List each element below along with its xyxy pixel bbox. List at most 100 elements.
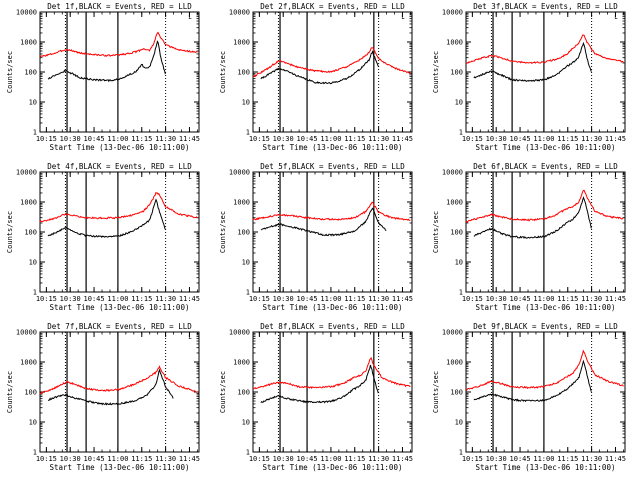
y-tick-label: 10 — [242, 99, 250, 107]
y-tick-label: 100 — [450, 69, 463, 77]
series-line-lld — [465, 189, 624, 223]
x-tick-label: 10:30 — [486, 295, 507, 303]
y-axis-label: Counts/sec — [6, 211, 14, 253]
y-tick-label: 10000 — [16, 169, 37, 177]
series-line-lld — [39, 365, 198, 395]
x-tick-label: 11:45 — [605, 455, 626, 463]
y-tick-label: 10 — [242, 419, 250, 427]
x-tick-label: 10:15 — [249, 295, 270, 303]
y-tick-label: 10000 — [16, 329, 37, 337]
series-line-lld — [252, 47, 411, 78]
corner-mark: └ — [400, 174, 405, 183]
panel-title: Det 2f,BLACK = Events, RED = LLD — [260, 2, 405, 11]
series-line-events — [260, 364, 379, 404]
y-tick-label: 100 — [237, 389, 250, 397]
x-tick-label: 11:15 — [131, 295, 152, 303]
x-tick-label: 11:15 — [344, 455, 365, 463]
y-axis-label: Counts/sec — [6, 371, 14, 413]
x-tick-label: 11:30 — [581, 135, 602, 143]
x-tick-label: 11:00 — [533, 295, 554, 303]
series-line-lld — [252, 356, 411, 390]
corner-mark: └ — [187, 14, 192, 23]
y-axis-label: Counts/sec — [432, 51, 440, 93]
x-tick-label: 10:15 — [462, 135, 483, 143]
panel-2: Det 2f,BLACK = Events, RED = LLD 1 10 100 10… — [219, 2, 413, 152]
x-tick-label: 11:00 — [107, 295, 128, 303]
corner-mark: └ — [400, 334, 405, 343]
series-line-events — [47, 40, 166, 83]
x-tick-label: 11:15 — [557, 455, 578, 463]
x-tick-label: 10:45 — [510, 135, 531, 143]
x-tick-label: 11:45 — [605, 135, 626, 143]
x-tick-label: 11:45 — [392, 455, 413, 463]
x-tick-label: 10:15 — [36, 135, 57, 143]
x-tick-label: 11:45 — [605, 295, 626, 303]
series-line-events — [47, 198, 166, 238]
series-line-events — [260, 207, 387, 237]
x-tick-label: 11:15 — [131, 135, 152, 143]
y-tick-label: 10000 — [16, 9, 37, 17]
x-tick-label: 11:30 — [581, 455, 602, 463]
y-axis-label: Counts/sec — [432, 371, 440, 413]
y-tick-label: 100 — [24, 389, 37, 397]
x-axis-label: Start Time (13-Dec-06 10:11:00) — [476, 463, 616, 472]
y-tick-label: 1000 — [20, 39, 37, 47]
series-line-events — [47, 368, 174, 406]
x-axis-label: Start Time (13-Dec-06 10:11:00) — [476, 143, 616, 152]
y-axis-label: Counts/sec — [6, 51, 14, 93]
x-tick-label: 10:45 — [510, 455, 531, 463]
y-tick-label: 1000 — [446, 359, 463, 367]
panel-3: Det 3f,BLACK = Events, RED = LLD 1 10 100 10… — [432, 2, 626, 152]
x-tick-label: 10:45 — [84, 455, 105, 463]
x-tick-label: 11:00 — [107, 135, 128, 143]
y-tick-label: 10 — [29, 99, 37, 107]
x-tick-label: 10:30 — [60, 295, 81, 303]
series-line-lld — [39, 191, 198, 223]
x-tick-label: 10:30 — [60, 135, 81, 143]
series-line-lld — [252, 201, 411, 222]
panel-title: Det 5f,BLACK = Events, RED = LLD — [260, 162, 405, 171]
x-axis-label: Start Time (13-Dec-06 10:11:00) — [263, 463, 403, 472]
y-tick-label: 1 — [246, 449, 250, 457]
corner-mark: └ — [187, 174, 192, 183]
y-tick-label: 10 — [29, 419, 37, 427]
y-axis-label: Counts/sec — [219, 51, 227, 93]
x-axis-label: Start Time (13-Dec-06 10:11:00) — [476, 303, 616, 312]
panel-title: Det 9f,BLACK = Events, RED = LLD — [473, 322, 618, 331]
x-tick-label: 11:45 — [392, 135, 413, 143]
series-line-events — [473, 359, 592, 403]
panel-title: Det 3f,BLACK = Events, RED = LLD — [473, 2, 618, 11]
x-axis-label: Start Time (13-Dec-06 10:11:00) — [263, 303, 403, 312]
x-tick-label: 10:45 — [84, 135, 105, 143]
x-tick-label: 11:00 — [320, 455, 341, 463]
x-tick-label: 10:45 — [84, 295, 105, 303]
x-tick-label: 11:45 — [179, 455, 200, 463]
x-tick-label: 10:15 — [249, 135, 270, 143]
panel-title: Det 4f,BLACK = Events, RED = LLD — [47, 162, 192, 171]
series-line-lld — [466, 34, 624, 65]
y-tick-label: 100 — [237, 229, 250, 237]
x-tick-label: 10:30 — [273, 455, 294, 463]
x-tick-label: 11:00 — [533, 135, 554, 143]
series-line-lld — [39, 31, 198, 58]
y-tick-label: 1000 — [20, 199, 37, 207]
x-tick-label: 10:15 — [36, 295, 57, 303]
x-tick-label: 10:15 — [36, 455, 57, 463]
y-tick-label: 1 — [33, 289, 37, 297]
panel-title: Det 6f,BLACK = Events, RED = LLD — [473, 162, 618, 171]
x-tick-label: 11:30 — [155, 135, 176, 143]
x-tick-label: 10:30 — [273, 295, 294, 303]
panel-title: Det 1f,BLACK = Events, RED = LLD — [47, 2, 192, 11]
y-tick-label: 100 — [24, 229, 37, 237]
panel-8: Det 8f,BLACK = Events, RED = LLD 1 10 100 10… — [219, 322, 413, 472]
y-tick-label: 100 — [24, 69, 37, 77]
x-tick-label: 10:15 — [462, 455, 483, 463]
panel-7: Det 7f,BLACK = Events, RED = LLD 1 10 100 10… — [6, 322, 200, 472]
x-axis-label: Start Time (13-Dec-06 10:11:00) — [50, 143, 190, 152]
y-tick-label: 1 — [246, 129, 250, 137]
y-tick-label: 1000 — [233, 359, 250, 367]
y-tick-label: 10000 — [442, 9, 463, 17]
y-tick-label: 10000 — [442, 169, 463, 177]
panel-title: Det 7f,BLACK = Events, RED = LLD — [47, 322, 192, 331]
x-tick-label: 11:30 — [368, 455, 389, 463]
